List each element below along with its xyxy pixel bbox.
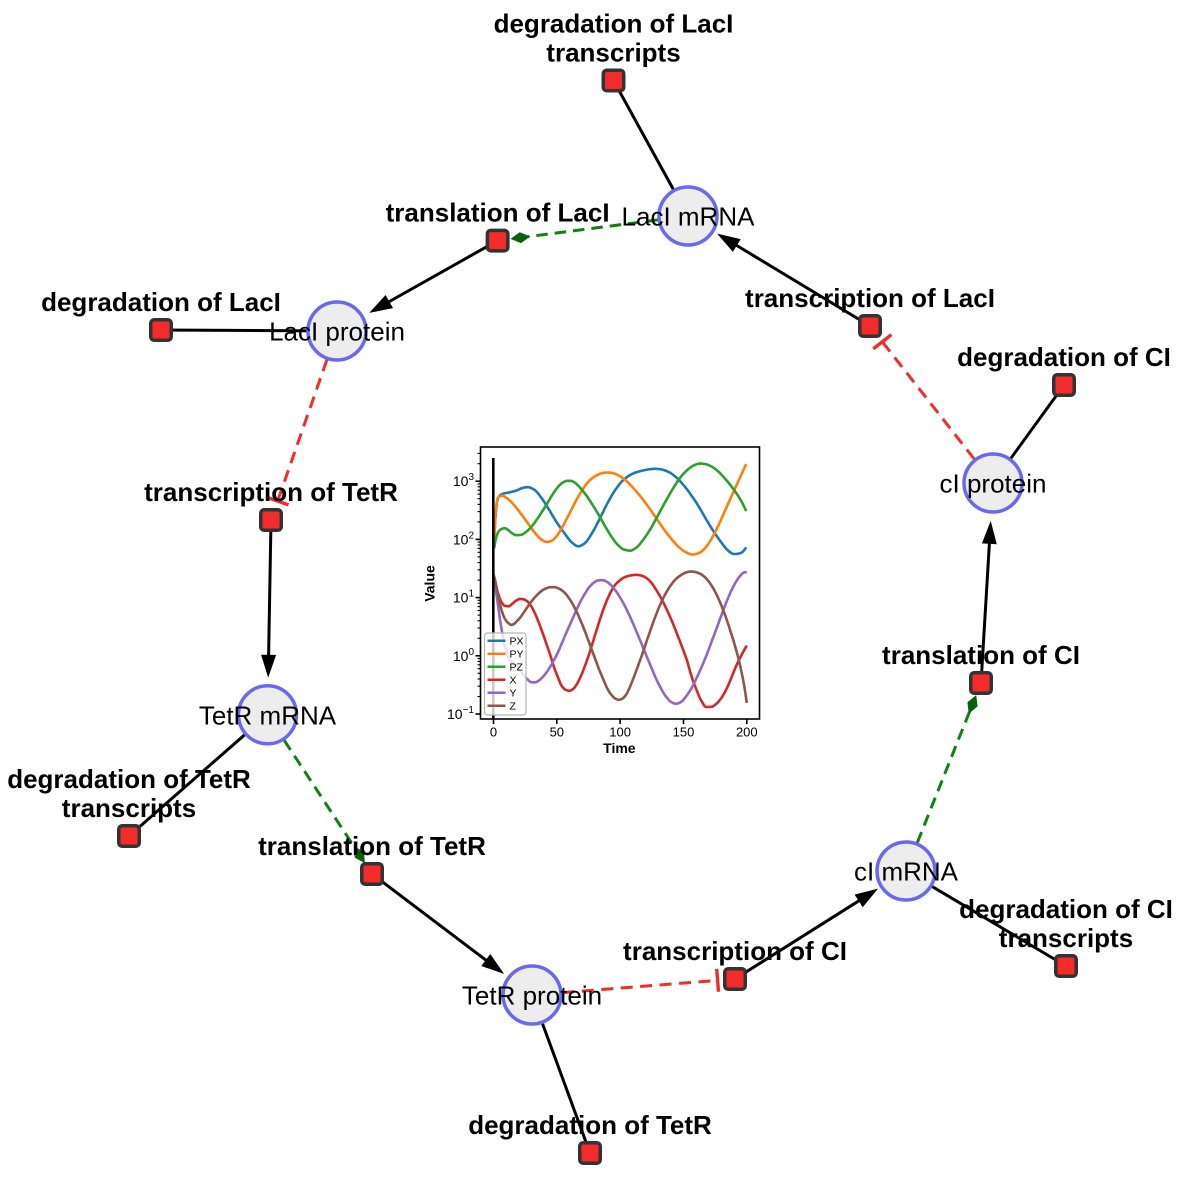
svg-text:translation of CI: translation of CI [882,640,1080,670]
svg-text:LacI protein: LacI protein [269,317,405,347]
svg-text:translation of TetR: translation of TetR [258,831,486,861]
svg-text:TetR protein: TetR protein [462,981,602,1011]
svg-text:Z: Z [510,701,517,713]
svg-text:cI protein: cI protein [940,469,1047,499]
svg-text:200: 200 [736,725,758,740]
svg-text:PZ: PZ [510,662,524,674]
svg-text:transcripts: transcripts [62,793,196,823]
svg-text:TetR mRNA: TetR mRNA [199,700,337,730]
svg-text:transcription of TetR: transcription of TetR [144,477,398,507]
svg-text:LacI mRNA: LacI mRNA [622,202,756,232]
svg-text:transcription of CI: transcription of CI [623,936,847,966]
svg-text:PX: PX [510,636,524,648]
svg-text:degradation of LacI: degradation of LacI [494,9,734,39]
svg-text:transcription of LacI: transcription of LacI [745,283,995,313]
svg-text:0: 0 [490,725,497,740]
svg-text:degradation of TetR: degradation of TetR [468,1110,712,1140]
svg-text:degradation of TetR: degradation of TetR [7,764,251,794]
svg-text:Value: Value [422,565,438,602]
svg-text:X: X [510,675,517,687]
svg-text:150: 150 [673,725,695,740]
svg-text:PY: PY [510,649,524,661]
svg-text:degradation of CI: degradation of CI [959,894,1173,924]
svg-text:Time: Time [603,740,636,756]
svg-text:translation of LacI: translation of LacI [386,198,610,228]
svg-text:cI mRNA: cI mRNA [854,857,959,887]
svg-text:degradation of LacI: degradation of LacI [41,287,281,317]
svg-text:transcripts: transcripts [546,38,680,68]
svg-text:100: 100 [609,725,631,740]
svg-text:degradation of CI: degradation of CI [957,342,1171,372]
svg-text:50: 50 [550,725,564,740]
svg-text:Y: Y [510,688,517,700]
svg-text:transcripts: transcripts [999,923,1133,953]
